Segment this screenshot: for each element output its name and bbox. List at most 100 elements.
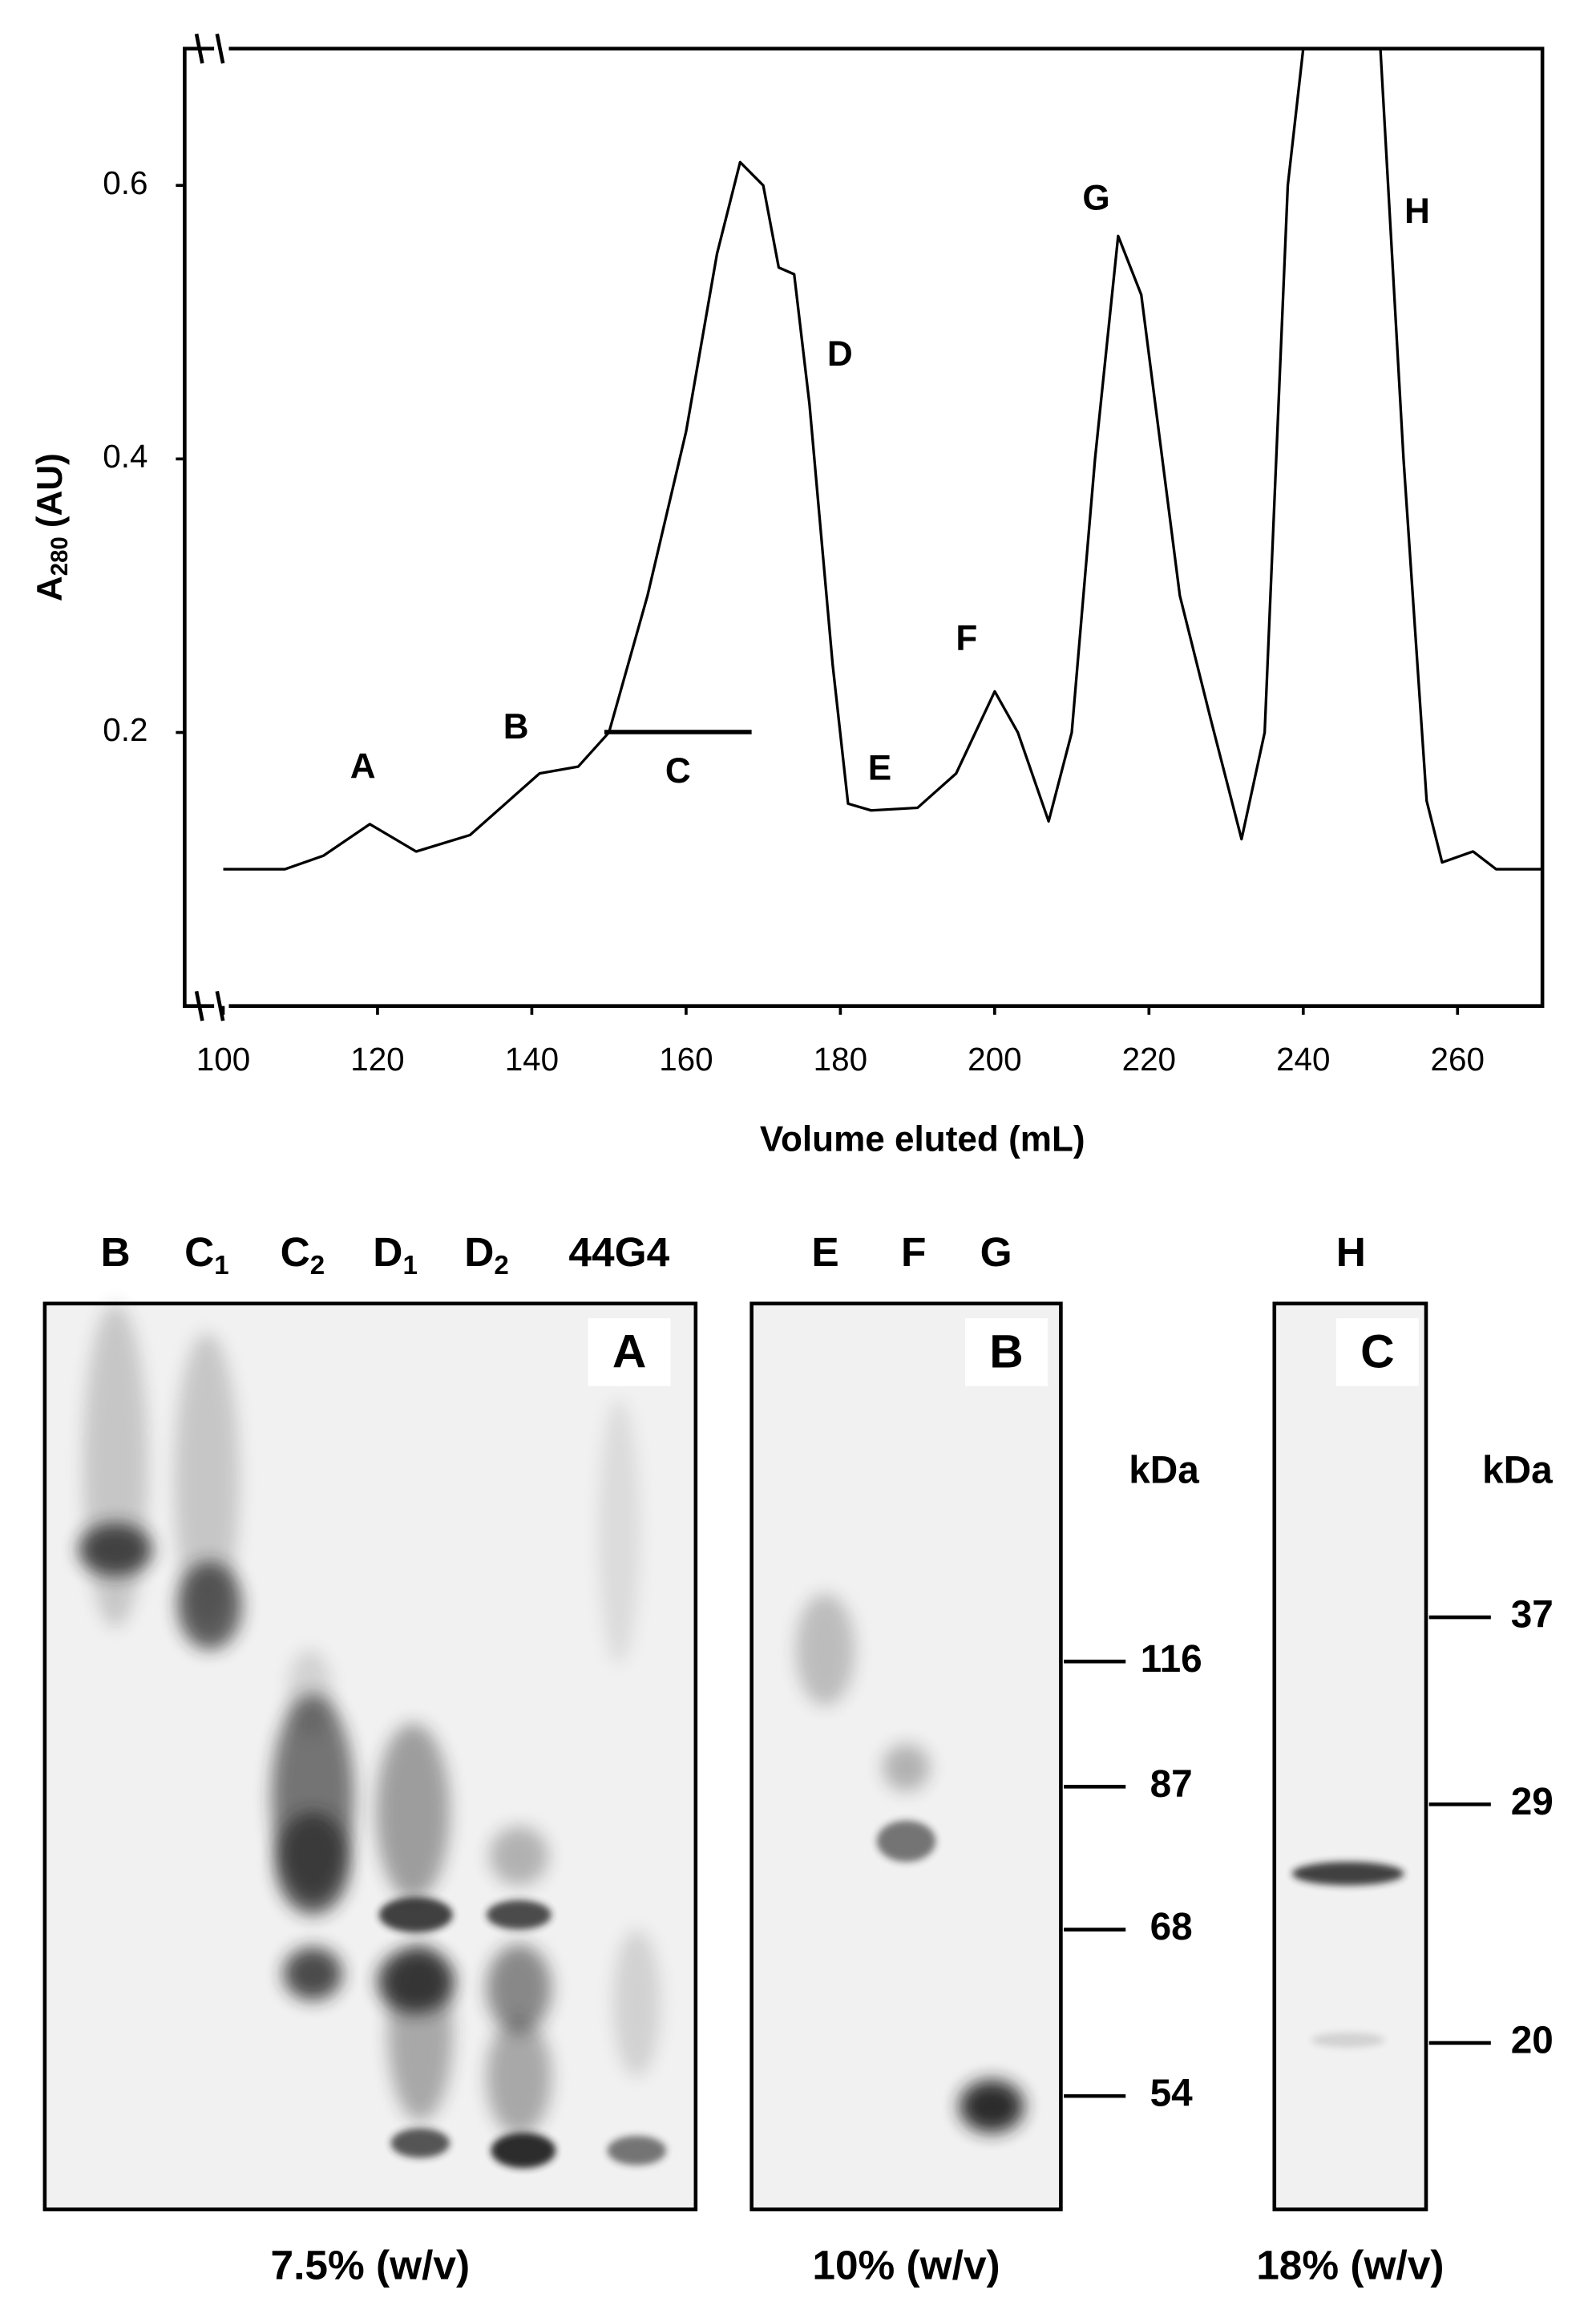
lane-label: C1 bbox=[184, 1228, 229, 1280]
peak-label: A bbox=[350, 747, 376, 787]
gel-caption: 7.5% (w/v) bbox=[271, 2242, 471, 2288]
panel-label-box bbox=[1335, 1318, 1419, 1386]
gel-band bbox=[486, 1944, 552, 2033]
gel-band bbox=[378, 1897, 453, 1933]
gel-caption: 10% (w/v) bbox=[812, 2242, 1000, 2288]
panel-label-box bbox=[588, 1318, 671, 1386]
panel-label: A bbox=[612, 1326, 646, 1378]
panel-label: C bbox=[1360, 1326, 1394, 1378]
x-tick-label: 220 bbox=[1122, 1041, 1176, 1078]
chromatogram: 100 120 140 160 180 200 220 240 260 0.2 0.4 0.6 Volu… bbox=[30, 33, 1545, 1159]
peak-label: B bbox=[503, 707, 529, 746]
trace bbox=[223, 47, 1543, 871]
lane-name: 44G4 bbox=[568, 1228, 669, 1275]
marker-label: 29 bbox=[1511, 1781, 1554, 1823]
y-tick-label: 0.2 bbox=[103, 711, 147, 748]
x-tick-label: 140 bbox=[505, 1041, 559, 1078]
y-tick-label: 0.4 bbox=[103, 438, 147, 475]
lane-subscript: 2 bbox=[494, 1251, 508, 1280]
gel-band bbox=[486, 2017, 552, 2136]
peak-label: E bbox=[868, 748, 891, 787]
lane-label: B bbox=[100, 1228, 130, 1275]
lane-subscript: 2 bbox=[310, 1251, 325, 1280]
peak-label: H bbox=[1404, 192, 1430, 231]
marker-label: 20 bbox=[1511, 2020, 1554, 2062]
gel-panel bbox=[1272, 1301, 1428, 2211]
x-tick-label: 200 bbox=[968, 1041, 1021, 1078]
gel-band bbox=[376, 1723, 451, 1900]
lane-label: H bbox=[1336, 1228, 1366, 1275]
gel-band bbox=[598, 1399, 640, 1665]
lane-subscript: 1 bbox=[214, 1251, 228, 1280]
gel-band bbox=[283, 1947, 342, 2000]
x-tick-label: 160 bbox=[659, 1041, 713, 1078]
lane-label: 44G4 bbox=[568, 1228, 669, 1275]
gel-band bbox=[612, 1929, 661, 2077]
marker-label: 54 bbox=[1150, 2073, 1194, 2115]
marker-unit: kDa bbox=[1482, 1450, 1553, 1492]
peak-label: C bbox=[665, 751, 691, 791]
lane-name: F bbox=[901, 1228, 926, 1275]
x-tick-label: 240 bbox=[1276, 1041, 1330, 1078]
lane-label: G bbox=[980, 1228, 1012, 1275]
lane-label: F bbox=[901, 1228, 926, 1275]
gel-band bbox=[174, 1333, 240, 1628]
peak-label: F bbox=[956, 619, 977, 658]
lane-subscript: 1 bbox=[402, 1251, 417, 1280]
panel-label: B bbox=[989, 1326, 1023, 1378]
gel-band bbox=[876, 1820, 936, 1863]
lane-name: B bbox=[100, 1228, 130, 1275]
marker-label: 87 bbox=[1150, 1763, 1193, 1806]
gel-band bbox=[491, 2133, 556, 2169]
gel-band bbox=[883, 1744, 930, 1791]
lane-label: D1 bbox=[373, 1228, 418, 1280]
peak-label: G bbox=[1082, 178, 1109, 217]
gel-caption: 18% (w/v) bbox=[1256, 2242, 1444, 2288]
x-tick-label: 120 bbox=[350, 1041, 404, 1078]
lane-label: C2 bbox=[281, 1228, 325, 1280]
x-axis-label: Volume eluted (mL) bbox=[760, 1119, 1085, 1159]
axis-break bbox=[194, 33, 225, 1021]
lane-label: D2 bbox=[464, 1228, 509, 1280]
marker-label: 37 bbox=[1511, 1594, 1554, 1636]
marker-unit: kDa bbox=[1129, 1450, 1199, 1492]
x-tick-label: 260 bbox=[1431, 1041, 1485, 1078]
lane-name: D bbox=[464, 1228, 494, 1275]
gel-band bbox=[959, 2079, 1024, 2134]
lane-label: E bbox=[811, 1228, 838, 1275]
gel-band bbox=[1311, 2033, 1385, 2048]
lane-name: E bbox=[811, 1228, 838, 1275]
y-axis-label: A280 (AU) bbox=[30, 453, 73, 601]
gel-band bbox=[387, 1944, 453, 2122]
panel-label-box bbox=[965, 1318, 1048, 1386]
marker-label: 116 bbox=[1141, 1638, 1202, 1681]
gel-band bbox=[177, 1561, 243, 1650]
gel-band bbox=[489, 1826, 549, 1886]
lane-name: G bbox=[980, 1228, 1012, 1275]
x-tick-label: 100 bbox=[196, 1041, 250, 1078]
lane-name: C bbox=[184, 1228, 214, 1275]
lane-name: D bbox=[373, 1228, 402, 1275]
gel-panel bbox=[42, 1301, 698, 2211]
lane-name: H bbox=[1336, 1228, 1366, 1275]
gel-band bbox=[795, 1593, 855, 1706]
gel-band bbox=[390, 2128, 451, 2158]
gel-band bbox=[83, 1303, 148, 1628]
peak-label: D bbox=[827, 334, 853, 374]
gel-band bbox=[79, 1523, 152, 1576]
y-label-unit: (AU) bbox=[30, 453, 70, 528]
gel-band bbox=[276, 1811, 350, 1916]
gel-band bbox=[287, 1649, 333, 1738]
y-label-main: A bbox=[30, 576, 70, 601]
y-tick-label: 0.6 bbox=[103, 164, 147, 201]
y-label-sub: 280 bbox=[46, 536, 73, 576]
gel-band bbox=[607, 2135, 667, 2166]
lane-name: C bbox=[281, 1228, 310, 1275]
gel-band bbox=[486, 1899, 552, 1930]
plot-frame bbox=[183, 47, 1545, 1008]
marker-label: 68 bbox=[1150, 1906, 1193, 1948]
x-tick-label: 180 bbox=[814, 1041, 867, 1078]
